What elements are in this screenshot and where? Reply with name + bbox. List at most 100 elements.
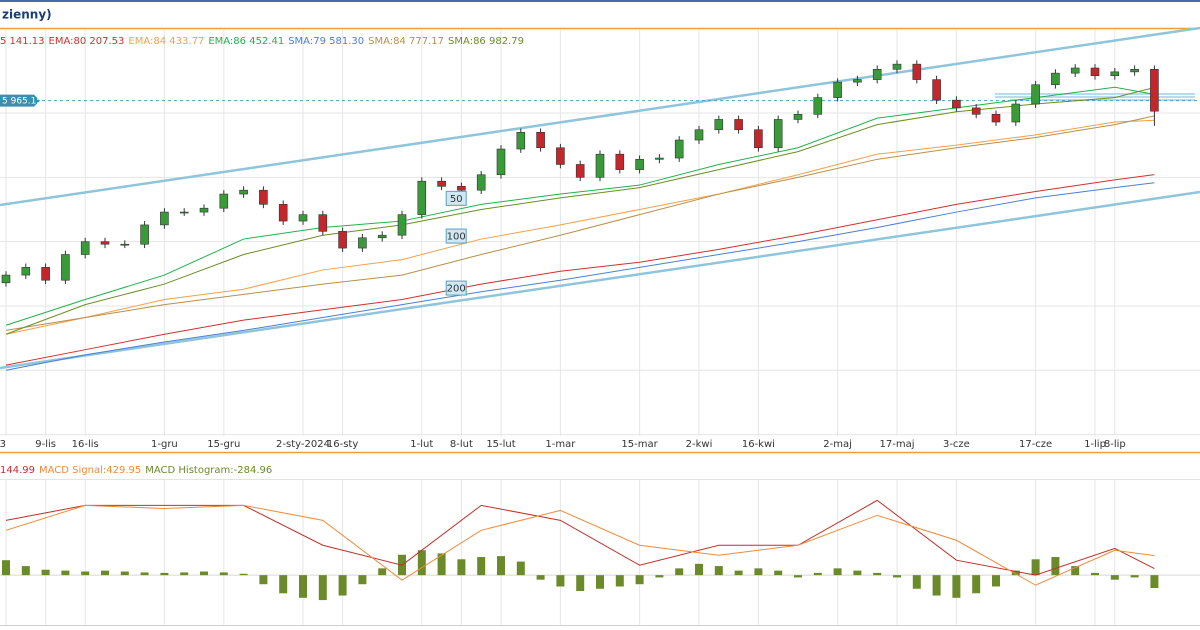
legend-value: -284.96 <box>234 465 273 476</box>
candle-body <box>417 180 427 215</box>
histogram-bar <box>734 570 743 576</box>
histogram-bar <box>952 575 961 598</box>
candle-body <box>61 254 70 281</box>
candle-body <box>536 132 545 149</box>
candle-body <box>595 153 605 178</box>
histogram-bar <box>774 570 783 576</box>
trend-channel <box>0 190 1200 370</box>
x-tick-label: 8-lip <box>1104 439 1126 450</box>
candle-body <box>140 224 149 245</box>
candle-body <box>1070 67 1080 74</box>
candle-body <box>912 63 922 80</box>
legend-value: 84 777.17 <box>393 36 444 47</box>
candle-body <box>358 237 367 249</box>
histogram-bar <box>1091 572 1099 576</box>
last-price-badge <box>0 94 40 107</box>
moving-average <box>5 174 1155 366</box>
histogram-bar <box>279 575 288 594</box>
legend-name: EMA: <box>49 36 74 47</box>
x-tick-label: 3 <box>0 439 6 450</box>
candle-body <box>338 231 347 249</box>
candle-body <box>1090 67 1100 77</box>
candle-body <box>318 214 328 232</box>
candle-body <box>714 119 724 131</box>
candle-body <box>991 114 1001 123</box>
x-tick-label: 17-maj <box>880 439 915 450</box>
candle-body <box>1051 72 1060 86</box>
x-tick-label: 3-cze <box>943 439 970 450</box>
histogram-bar <box>41 569 50 576</box>
histogram-bar <box>675 568 684 576</box>
candle-body <box>793 114 803 120</box>
candle-body <box>754 129 763 149</box>
line-tag-box <box>445 190 467 206</box>
histogram-bar <box>714 566 723 576</box>
legend-name: EMA: <box>208 36 233 47</box>
histogram-bar <box>497 556 505 576</box>
candle-body <box>694 129 704 141</box>
candle-body <box>179 211 189 214</box>
histogram-bar <box>754 568 763 576</box>
moving-average <box>5 87 1155 335</box>
x-tick-label: 16-sty <box>327 439 358 450</box>
x-tick-label: 15-gru <box>207 439 240 450</box>
macd-line <box>5 499 1155 576</box>
histogram-bar <box>417 550 426 576</box>
candle-body <box>298 214 308 222</box>
x-tick-label: 9-lis <box>35 439 56 450</box>
candle-body <box>892 63 902 70</box>
histogram-bar <box>536 575 545 580</box>
histogram-bar <box>259 575 268 585</box>
histogram-bar <box>378 568 387 576</box>
histogram-bar <box>576 575 585 592</box>
histogram-bar <box>219 572 228 576</box>
histogram-bar <box>912 575 921 589</box>
histogram-bar <box>140 572 149 576</box>
histogram-bar <box>1130 575 1139 578</box>
x-tick-label: 16-kwi <box>742 439 775 450</box>
candle-body <box>219 193 229 209</box>
x-tick-label: 1-gru <box>151 439 178 450</box>
legend-name: EMA: <box>128 36 153 47</box>
legend-value: 80 207.53 <box>74 36 125 47</box>
candle-body <box>1130 68 1139 73</box>
candle-body <box>457 186 466 191</box>
histogram-bar <box>655 575 664 578</box>
x-tick-label: 2-kwi <box>686 439 713 450</box>
candle-body <box>655 157 664 160</box>
x-tick-label: 1-lut <box>410 439 433 450</box>
legend-value: 5 141.13 <box>0 36 45 47</box>
histogram-bar <box>873 572 882 576</box>
histogram-bar <box>1011 570 1020 576</box>
candle-body <box>259 189 268 205</box>
histogram-bar <box>239 573 248 576</box>
candle-body <box>853 79 862 83</box>
line-tag-box <box>445 280 467 296</box>
chart-title: zienny) <box>2 8 52 22</box>
line-tag: 100 <box>447 232 466 243</box>
histogram-bar <box>61 570 70 576</box>
histogram-bar <box>299 575 307 598</box>
x-tick-label: 15-lut <box>486 439 515 450</box>
candle-body <box>120 243 130 246</box>
histogram-bar <box>615 575 624 587</box>
legend-name: MACD Histogram: <box>145 465 233 476</box>
candle-body <box>1 274 11 284</box>
candle-body <box>734 119 743 131</box>
histogram-bar <box>21 566 30 576</box>
candle-body <box>872 68 882 80</box>
legend-value: 79 581.30 <box>313 36 364 47</box>
histogram-bar <box>200 571 208 576</box>
candle-body <box>516 132 526 150</box>
candle-body <box>80 241 90 255</box>
legend: 144.99 MACD Signal:429.95 MACD Histogram:-… <box>0 465 272 476</box>
histogram-bar <box>318 575 327 601</box>
histogram-bar <box>794 575 802 578</box>
histogram-bar <box>1110 575 1119 580</box>
line-tag: 50 <box>450 194 463 205</box>
histogram-bar <box>180 572 189 576</box>
histogram-bar <box>853 570 862 576</box>
legend-name: SMA: <box>368 36 393 47</box>
histogram-bar <box>160 572 169 576</box>
